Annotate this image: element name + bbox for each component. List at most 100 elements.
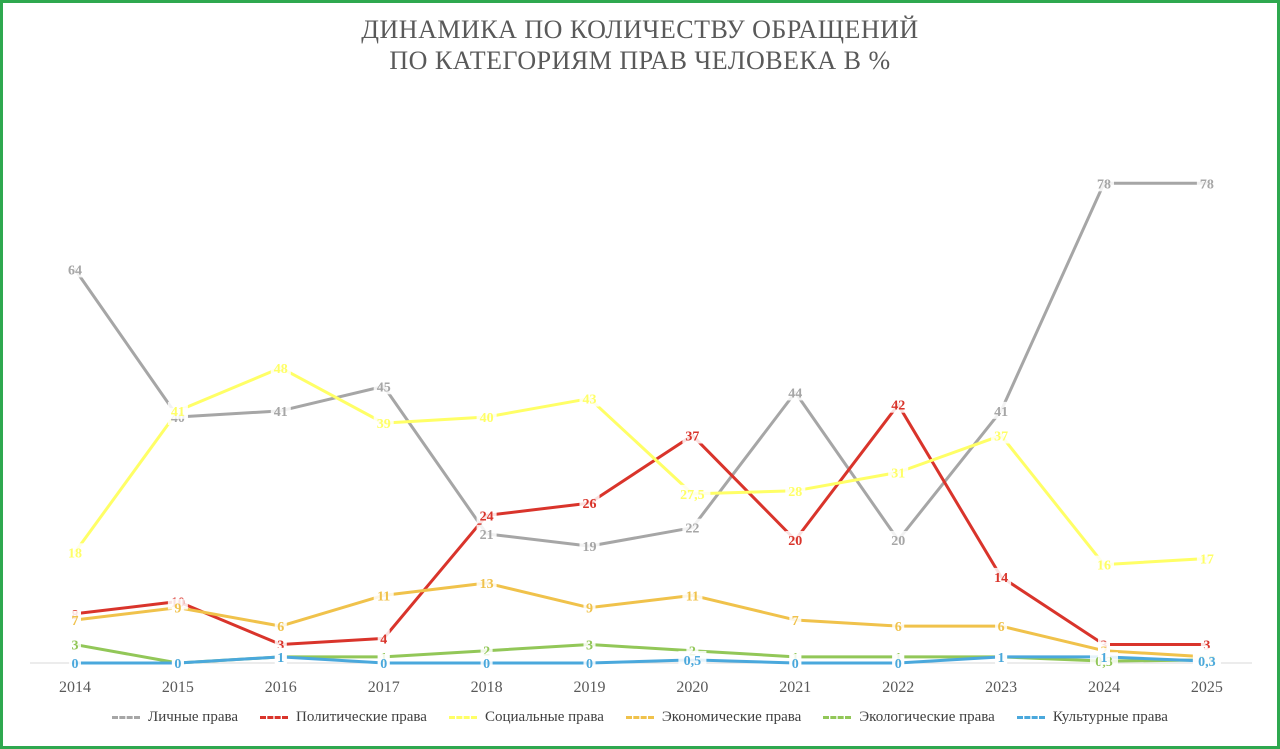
data-label: 0 xyxy=(792,657,799,672)
data-label: 41 xyxy=(171,405,185,420)
x-tick-label: 2023 xyxy=(985,679,1017,696)
chart-legend: Личные права Политические права Социальные… xyxy=(0,709,1280,726)
data-label-backdrop xyxy=(373,414,394,432)
data-label: 0 xyxy=(174,657,181,672)
data-label-backdrop xyxy=(579,389,600,407)
data-label: 27,5 xyxy=(680,488,705,503)
data-label: 20 xyxy=(788,534,802,549)
legend-swatch xyxy=(625,716,654,719)
data-label: 0 xyxy=(72,657,79,672)
data-label-backdrop xyxy=(991,426,1012,444)
data-label-backdrop xyxy=(270,358,291,376)
data-label: 7 xyxy=(72,614,79,629)
data-label-backdrop xyxy=(1094,174,1114,192)
x-tick-label: 2015 xyxy=(162,679,194,696)
series-line xyxy=(73,181,1209,548)
data-label-backdrop xyxy=(274,617,287,635)
data-label: 3 xyxy=(586,639,593,654)
data-label-backdrop xyxy=(785,531,806,548)
legend-item: Экономические права xyxy=(625,709,801,726)
legend-label: Социальные права xyxy=(484,709,604,725)
data-label: 9 xyxy=(174,602,181,617)
legend-swatch xyxy=(1016,716,1045,719)
data-label-backdrop xyxy=(1196,174,1217,192)
data-label-backdrop xyxy=(476,524,497,542)
data-label: 16 xyxy=(1097,559,1111,574)
data-label-backdrop xyxy=(377,629,390,647)
data-label-backdrop xyxy=(65,260,85,278)
data-label: 48 xyxy=(274,362,288,377)
chart-title: ДИНАМИКА ПО КОЛИЧЕСТВУ ОБРАЩЕНИЙ ПО КАТЕ… xyxy=(0,14,1280,76)
data-label-backdrop xyxy=(789,610,802,628)
data-label: 21 xyxy=(480,528,494,543)
data-label: 41 xyxy=(274,405,288,420)
data-label-backdrop xyxy=(995,617,1008,635)
data-label-backdrop xyxy=(785,481,806,499)
data-label: 7 xyxy=(792,614,799,629)
data-label: 3 xyxy=(277,639,284,654)
data-label: 39 xyxy=(377,417,391,432)
data-label: 22 xyxy=(685,522,699,537)
data-label-backdrop xyxy=(373,377,394,395)
data-label-backdrop xyxy=(991,567,1012,585)
data-label-backdrop xyxy=(476,408,497,425)
data-label-backdrop xyxy=(274,647,287,665)
data-label-backdrop xyxy=(583,598,596,616)
x-tick-label: 2022 xyxy=(882,679,914,696)
x-tick-label: 2021 xyxy=(779,679,811,696)
data-label: 20 xyxy=(891,534,905,549)
legend-label: Экологические права xyxy=(859,709,995,725)
legend-item: Экологические права xyxy=(823,709,995,726)
data-label-backdrop xyxy=(1192,652,1221,670)
data-label: 14 xyxy=(994,571,1008,586)
data-label-backdrop xyxy=(991,401,1012,419)
data-label: 9 xyxy=(586,602,593,617)
chart-title-line-2: ПО КАТЕГОРИЯМ ПРАВ ЧЕЛОВЕКА В % xyxy=(389,46,891,75)
data-label: 13 xyxy=(480,577,494,592)
data-label-backdrop xyxy=(171,654,184,671)
data-label: 6 xyxy=(277,620,284,635)
legend-swatch xyxy=(823,716,852,719)
data-label-backdrop xyxy=(785,383,806,401)
series-line xyxy=(73,403,1209,647)
data-label: 28 xyxy=(788,485,802,500)
data-label: 3 xyxy=(72,639,79,654)
data-label: 0 xyxy=(380,657,387,672)
data-label: 0 xyxy=(586,657,593,672)
data-label: 42 xyxy=(891,399,905,414)
x-tick-label: 2014 xyxy=(59,679,91,696)
data-label: 41 xyxy=(994,405,1008,420)
data-label: 2 xyxy=(483,645,490,660)
legend-item: Личные права xyxy=(112,709,238,726)
data-label-backdrop xyxy=(171,598,184,616)
data-label: 18 xyxy=(68,546,82,561)
data-label-backdrop xyxy=(476,574,497,592)
legend-label: Политические права xyxy=(296,709,427,725)
data-label-backdrop xyxy=(674,484,711,502)
data-label-backdrop xyxy=(789,654,802,671)
data-label-backdrop xyxy=(476,506,497,524)
legend-item: Культурные права xyxy=(1016,709,1168,726)
data-label-backdrop xyxy=(167,401,188,419)
data-label: 24 xyxy=(480,509,494,524)
data-label: 6 xyxy=(895,620,902,635)
data-label-backdrop xyxy=(888,463,909,481)
data-label-backdrop xyxy=(65,543,85,561)
data-label-backdrop xyxy=(682,518,703,536)
data-label-backdrop xyxy=(888,531,909,548)
data-label-backdrop xyxy=(69,610,81,628)
data-label: 11 xyxy=(686,589,699,604)
data-label-backdrop xyxy=(682,426,703,444)
series-line xyxy=(73,581,1209,659)
data-label-backdrop xyxy=(377,654,390,671)
data-label-backdrop xyxy=(270,401,291,419)
data-label: 78 xyxy=(1097,177,1111,192)
data-label: 78 xyxy=(1200,177,1214,192)
data-label: 4 xyxy=(380,632,387,647)
data-label-backdrop xyxy=(579,537,600,555)
data-label: 31 xyxy=(891,466,905,481)
x-tick-label: 2016 xyxy=(265,679,297,696)
data-label: 45 xyxy=(377,380,391,395)
data-label-backdrop xyxy=(892,654,905,671)
